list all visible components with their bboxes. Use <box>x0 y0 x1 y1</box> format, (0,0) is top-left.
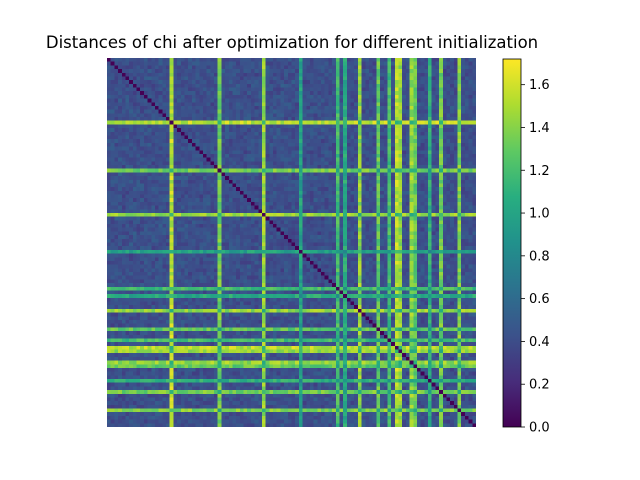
colorbar-tick-label: 1.6 <box>529 78 550 93</box>
colorbar-tick-label: 0.0 <box>529 421 550 436</box>
colorbar-tick-label: 1.4 <box>529 121 550 136</box>
colorbar-tick-label: 0.6 <box>529 292 550 307</box>
colorbar-gradient <box>502 58 522 428</box>
chart-title: Distances of chi after optimization for … <box>45 33 539 52</box>
colorbar-tick-label: 0.2 <box>529 378 550 393</box>
colorbar-tick-label: 0.4 <box>529 335 550 350</box>
heatmap-grid <box>107 58 476 427</box>
colorbar-tick-label: 1.0 <box>529 207 550 222</box>
colorbar-ticks: 0.0 0.2 0.4 0.6 0.8 1.0 1.2 1.4 1.6 <box>521 78 550 436</box>
colorbar-tick-label: 0.8 <box>529 249 550 264</box>
colorbar-tick-label: 1.2 <box>529 164 550 179</box>
